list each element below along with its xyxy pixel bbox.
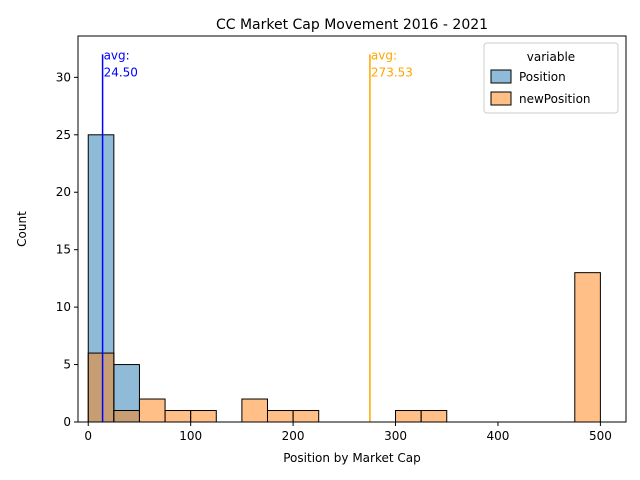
x-axis-ticks: 0 100 200 300 400 500 [84,422,612,443]
legend: variable Position newPosition [483,42,619,114]
legend-frame [483,42,619,114]
y-tick-label: 20 [56,185,71,199]
avg-label-0: avg: [104,48,130,62]
legend-title: variable [527,50,575,64]
x-tick-label: 100 [179,429,202,443]
bar-newposition-6 [266,410,294,423]
avg-value-0: 24.50 [104,65,138,79]
bar-newposition-2 [138,398,166,423]
legend-label-position: Position [519,70,566,84]
avg-lines-layer [101,54,371,422]
plot-frame [77,35,627,423]
bar-newposition-9 [420,410,448,423]
bar-newposition-0 [87,352,115,423]
bar-newposition-5 [241,398,268,423]
x-tick-label: 300 [384,429,407,443]
bar-newposition-3 [164,410,192,423]
legend-label-newposition: newPosition [519,92,591,106]
y-tick-label: 5 [63,358,71,372]
x-axis-label: Position by Market Cap [283,451,420,465]
x-tick-label: 400 [487,429,510,443]
avg-label-1: avg: [371,48,397,62]
legend-swatch-newposition [490,91,512,106]
bar-newposition-1 [113,410,140,423]
y-tick-label: 25 [56,128,71,142]
bar-newposition-7 [292,410,320,423]
y-tick-label: 15 [56,243,71,257]
bar-newposition-10 [574,272,601,423]
bar-newposition-4 [190,410,217,423]
avg-value-1: 273.53 [371,65,413,79]
y-axis-ticks: 0 5 10 15 20 25 30 [56,70,78,429]
y-tick-label: 10 [56,300,71,314]
bars-layer [87,134,601,423]
avg-annotations: avg: 24.50 avg: 273.53 [104,48,413,79]
x-tick-label: 500 [589,429,612,443]
y-axis-label: Count [15,211,29,247]
legend-swatch-position [490,69,512,84]
y-tick-label: 0 [63,415,71,429]
y-tick-label: 30 [56,70,71,84]
bar-newposition-8 [395,410,422,423]
x-tick-label: 0 [84,429,92,443]
x-tick-label: 200 [282,429,305,443]
chart-title: CC Market Cap Movement 2016 - 2021 [216,17,488,33]
